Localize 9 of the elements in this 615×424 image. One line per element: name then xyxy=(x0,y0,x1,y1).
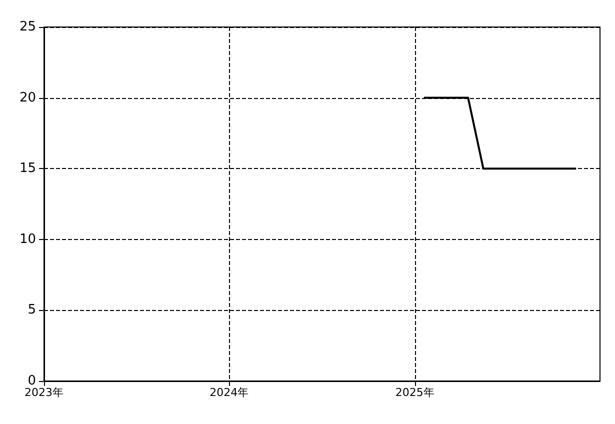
y-tick-label: 5 xyxy=(28,302,36,318)
x-tick-label: 2024年 xyxy=(210,386,249,399)
x-tick-label: 2025年 xyxy=(395,386,434,399)
y-tick-label: 0 xyxy=(28,374,36,388)
y-tick-label: 25 xyxy=(19,20,36,34)
y-tick-label: 15 xyxy=(19,161,36,176)
y-tick-label: 20 xyxy=(19,90,36,106)
x-tick-label: 2023年 xyxy=(24,386,64,399)
y-tick-label: 10 xyxy=(19,232,36,247)
